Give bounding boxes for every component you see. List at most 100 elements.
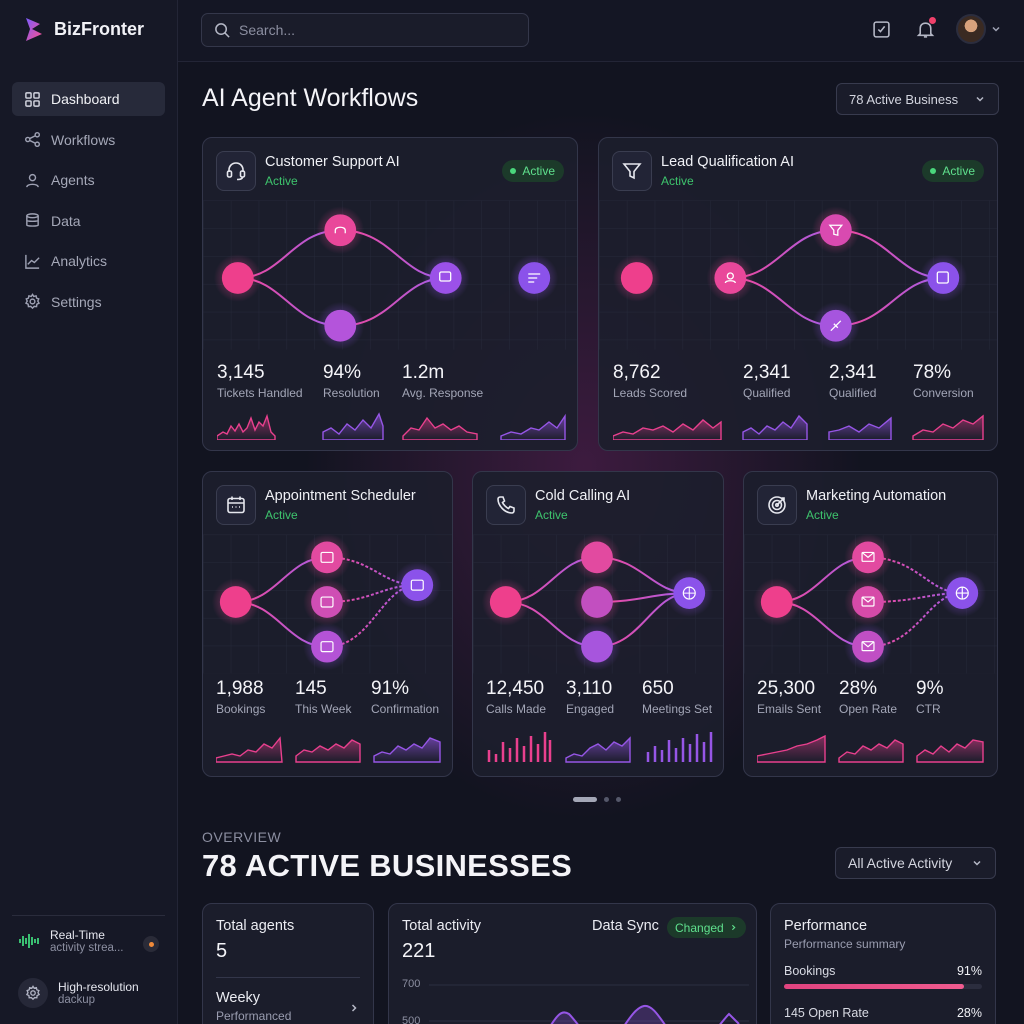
chevron-right-icon xyxy=(731,924,736,931)
sparkle-inbox-icon xyxy=(872,20,890,38)
backup-title: High-resolution xyxy=(58,980,139,994)
sidebar-item-label: Dashboard xyxy=(51,91,120,107)
top-bar xyxy=(178,0,1024,62)
stat: 2,341 Qualified xyxy=(829,362,877,400)
chevron-right-icon xyxy=(351,1004,357,1012)
sidebar-item-dashboard[interactable]: Dashboard xyxy=(12,82,165,116)
gear-icon xyxy=(18,978,48,1008)
chart-line-icon xyxy=(25,254,40,269)
brand[interactable]: BizFronter xyxy=(24,16,144,42)
sidebar-item-workflows[interactable]: Workflows xyxy=(12,123,165,157)
search-box[interactable] xyxy=(201,13,529,47)
chevron-down-icon xyxy=(992,26,1000,32)
brand-name: BizFronter xyxy=(54,18,144,39)
card-status: Active xyxy=(535,508,568,522)
card-title: Appointment Scheduler xyxy=(265,488,416,504)
total-activity-panel: Total activity 221 Data Sync Changed 700… xyxy=(388,903,757,1024)
stat: 25,300 Emails Sent xyxy=(757,678,822,716)
phone-icon xyxy=(486,485,526,525)
workflow-card-customer-support[interactable]: Customer Support AI Active Active xyxy=(202,137,578,451)
sparklines xyxy=(757,734,984,763)
stat: 8,762 Leads Scored xyxy=(613,362,688,400)
card-status: Active xyxy=(661,174,694,188)
gear-icon xyxy=(24,293,41,310)
calendar-icon xyxy=(216,485,256,525)
stat: 28% Open Rate xyxy=(839,678,898,716)
total-agents-value: 5 xyxy=(216,940,228,962)
stat: 1,988 Bookings xyxy=(216,678,266,716)
stat: 145 This Week xyxy=(295,678,352,716)
perf-bar-track xyxy=(784,984,982,989)
panel-title: Total activity xyxy=(402,918,481,934)
sidebar-item-data[interactable]: Data xyxy=(12,204,165,238)
panel-title: Performance xyxy=(784,918,868,934)
carousel-dot-active[interactable] xyxy=(573,797,597,802)
sidebar-item-agents[interactable]: Agents xyxy=(12,163,165,197)
total-agents-panel: Total agents 5 Weeky Performanced xyxy=(202,903,374,1024)
workflow-card-appointment-scheduler[interactable]: Appointment Scheduler Active 1,988 Bookin… xyxy=(202,471,453,777)
card-status: Active xyxy=(265,508,298,522)
sparklines xyxy=(216,736,441,763)
stat: 12,450 Calls Made xyxy=(486,678,547,716)
carousel-dot[interactable] xyxy=(616,797,621,802)
realtime-title: Real-Time xyxy=(50,928,105,942)
y-tick-label: 700 xyxy=(402,978,421,990)
sidebar-item-label: Workflows xyxy=(51,131,116,148)
activity-filter-dropdown[interactable]: All Active Activity xyxy=(835,847,996,879)
logo-icon xyxy=(26,18,42,41)
stat: 3,110 Engaged xyxy=(566,678,615,716)
backup-item[interactable]: High-resolution dackup xyxy=(12,966,165,1020)
status-badge: Active xyxy=(922,160,984,182)
sidebar-item-label: Settings xyxy=(51,293,102,310)
activity-filter-value: All Active Activity xyxy=(848,855,953,871)
carousel-pagination xyxy=(573,797,621,802)
sidebar-nav: Dashboard Workflows Agents Data Analytic… xyxy=(12,82,165,325)
perf-row-value: 91% xyxy=(956,964,982,978)
stat: 2,341 Qualified xyxy=(743,362,791,400)
business-filter-dropdown[interactable]: 78 Active Business xyxy=(836,83,999,115)
realtime-stream[interactable]: Real-Time activity strea... xyxy=(12,916,165,966)
stat: 94% Resolution xyxy=(323,362,380,400)
workflow-card-lead-qualification[interactable]: Lead Qualification AI Active Active 8,76 xyxy=(598,137,998,451)
activity-chart xyxy=(429,984,749,1024)
filter-icon xyxy=(612,151,652,191)
stat: 9% CTR xyxy=(916,678,944,716)
sparklines xyxy=(217,412,566,440)
inbox-button[interactable] xyxy=(868,16,894,42)
user-menu[interactable] xyxy=(956,14,1002,44)
search-input[interactable] xyxy=(239,22,509,38)
perf-row-label: Bookings xyxy=(784,964,836,978)
stat: 91% Confirmation xyxy=(371,678,440,716)
notifications-button[interactable] xyxy=(912,16,938,42)
chevron-down-icon xyxy=(976,96,984,102)
weekly-performance-link[interactable]: Weeky Performanced xyxy=(216,990,360,1023)
realtime-subtitle: activity strea... xyxy=(50,942,124,954)
perf-row-label: 145 Open Rate xyxy=(784,1006,869,1020)
status-badge: Active xyxy=(502,160,564,182)
workflow-card-cold-calling[interactable]: Cold Calling AI Active 12,450 Calls Made … xyxy=(472,471,724,777)
stat: 3,145 Tickets Handled xyxy=(217,362,303,400)
data-sync-badge[interactable]: Changed xyxy=(667,917,746,938)
performance-panel: Performance Performance summary Bookings… xyxy=(770,903,996,1024)
sidebar-item-settings[interactable]: Settings xyxy=(12,285,165,319)
card-title: Marketing Automation xyxy=(806,488,947,504)
total-activity-value: 221 xyxy=(402,940,436,962)
workflow-diagram xyxy=(203,534,452,674)
bell-icon xyxy=(916,21,934,38)
y-tick-label: 500 xyxy=(402,1015,421,1024)
avatar xyxy=(956,14,986,44)
share-icon xyxy=(24,131,41,148)
workflow-diagram xyxy=(744,534,997,674)
sidebar-item-analytics[interactable]: Analytics xyxy=(12,244,165,278)
chevron-down-icon xyxy=(973,860,981,866)
overview-label: OVERVIEW xyxy=(202,829,282,845)
panel-title: Total agents xyxy=(216,918,295,934)
business-filter-value: 78 Active Business xyxy=(849,91,959,107)
sidebar-item-label: Agents xyxy=(51,172,95,188)
stat: 78% Conversion xyxy=(913,362,974,400)
user-icon xyxy=(26,173,39,187)
carousel-dot[interactable] xyxy=(604,797,609,802)
search-icon xyxy=(215,22,230,38)
workflow-card-marketing-automation[interactable]: Marketing Automation Active xyxy=(743,471,998,777)
sidebar-item-label: Data xyxy=(51,212,81,229)
